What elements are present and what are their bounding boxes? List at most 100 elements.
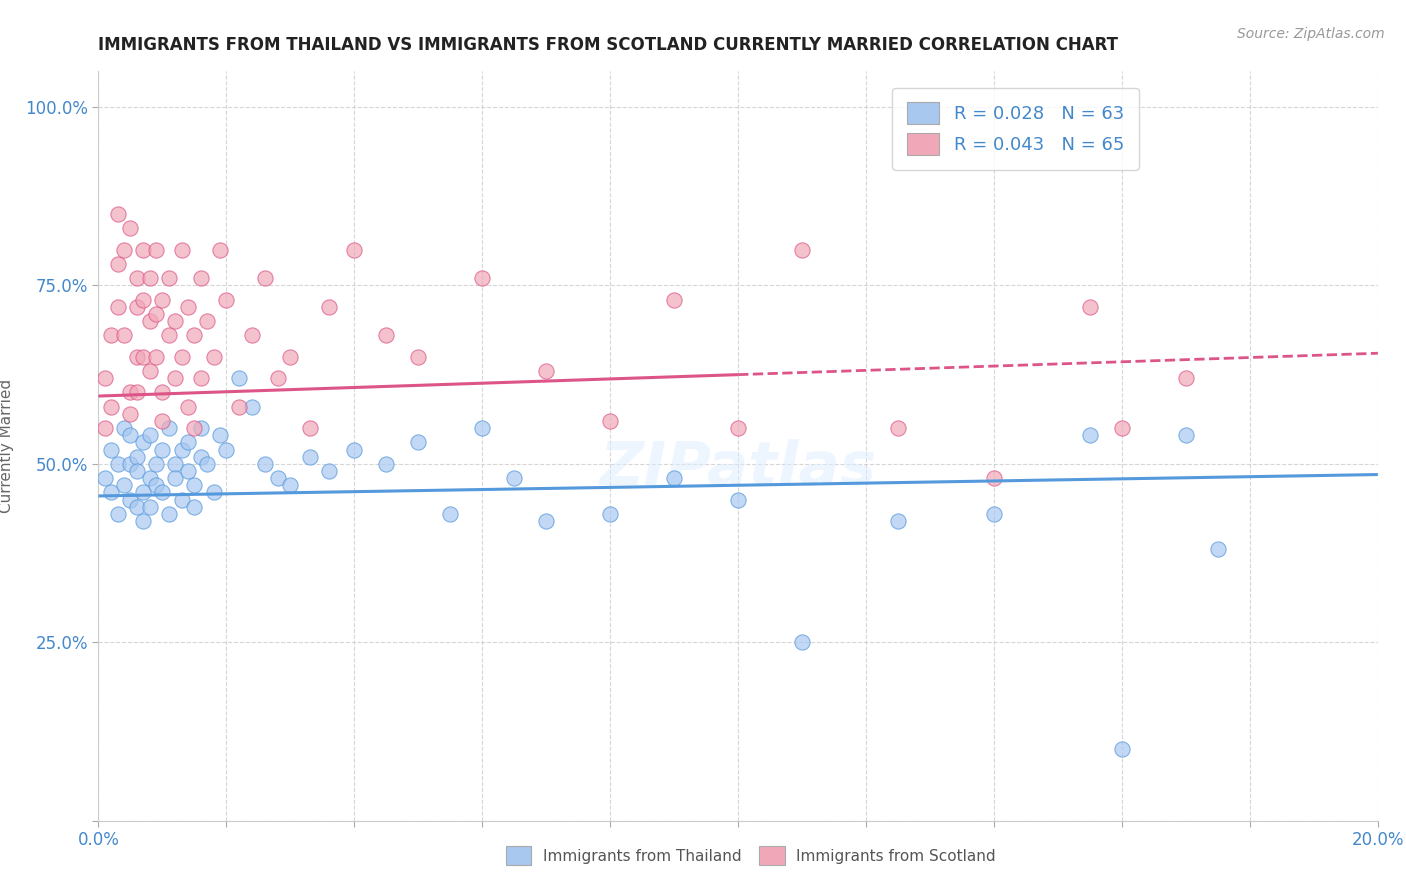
Point — [298, 421, 321, 435]
Point — [215, 442, 238, 457]
Point — [1175, 428, 1198, 442]
Point — [190, 271, 212, 285]
Text: ZIPatlas: ZIPatlas — [599, 439, 877, 498]
Point — [534, 514, 557, 528]
Point — [190, 371, 212, 385]
Point — [138, 364, 160, 378]
Point — [132, 435, 155, 450]
Point — [177, 435, 200, 450]
Point — [152, 485, 174, 500]
Point — [107, 300, 129, 314]
Point — [471, 421, 494, 435]
Text: IMMIGRANTS FROM THAILAND VS IMMIGRANTS FROM SCOTLAND CURRENTLY MARRIED CORRELATI: IMMIGRANTS FROM THAILAND VS IMMIGRANTS F… — [98, 36, 1118, 54]
Point — [125, 464, 148, 478]
Point — [145, 478, 167, 492]
Point — [408, 435, 430, 450]
Point — [1206, 542, 1229, 557]
Point — [983, 471, 1005, 485]
Point — [318, 300, 340, 314]
Point — [599, 414, 621, 428]
Point — [132, 514, 155, 528]
Point — [1111, 421, 1133, 435]
Point — [100, 485, 122, 500]
Point — [599, 507, 621, 521]
Point — [195, 314, 218, 328]
Point — [790, 243, 813, 257]
Point — [534, 364, 557, 378]
Point — [157, 328, 180, 343]
Point — [145, 457, 167, 471]
Point — [125, 300, 148, 314]
Point — [138, 271, 160, 285]
Point — [278, 478, 302, 492]
Point — [278, 350, 302, 364]
Point — [100, 328, 122, 343]
Point — [112, 328, 135, 343]
Point — [94, 371, 117, 385]
Point — [120, 407, 142, 421]
Point — [266, 371, 288, 385]
Point — [1078, 300, 1101, 314]
Point — [157, 421, 180, 435]
Point — [94, 421, 117, 435]
Point — [107, 257, 129, 271]
Point — [887, 421, 910, 435]
Y-axis label: Currently Married: Currently Married — [0, 379, 14, 513]
Point — [125, 385, 148, 400]
Point — [145, 243, 167, 257]
Point — [120, 428, 142, 442]
Point — [125, 500, 148, 514]
Point — [107, 507, 129, 521]
Point — [157, 507, 180, 521]
Point — [727, 421, 749, 435]
Point — [228, 371, 250, 385]
Point — [125, 450, 148, 464]
Point — [240, 400, 263, 414]
Point — [132, 293, 155, 307]
Point — [120, 492, 142, 507]
Text: Immigrants from Thailand: Immigrants from Thailand — [543, 849, 741, 863]
Point — [1111, 742, 1133, 756]
Point — [183, 421, 205, 435]
Point — [120, 457, 142, 471]
Point — [253, 271, 276, 285]
Point — [183, 500, 205, 514]
Point — [790, 635, 813, 649]
Point — [100, 400, 122, 414]
Point — [165, 471, 187, 485]
Text: Immigrants from Scotland: Immigrants from Scotland — [796, 849, 995, 863]
Point — [125, 350, 148, 364]
Point — [1078, 428, 1101, 442]
Point — [343, 243, 366, 257]
Point — [112, 243, 135, 257]
Point — [343, 442, 366, 457]
Point — [165, 371, 187, 385]
Point — [318, 464, 340, 478]
Point — [1175, 371, 1198, 385]
Point — [170, 442, 193, 457]
Point — [112, 421, 135, 435]
Point — [112, 478, 135, 492]
Point — [107, 207, 129, 221]
Point — [887, 514, 910, 528]
Point — [503, 471, 526, 485]
Point — [152, 385, 174, 400]
Legend: R = 0.028   N = 63, R = 0.043   N = 65: R = 0.028 N = 63, R = 0.043 N = 65 — [893, 88, 1139, 169]
Point — [138, 428, 160, 442]
Point — [157, 271, 180, 285]
Point — [177, 400, 200, 414]
Point — [375, 328, 398, 343]
Point — [132, 350, 155, 364]
Point — [138, 314, 160, 328]
Point — [170, 350, 193, 364]
Point — [152, 414, 174, 428]
Point — [298, 450, 321, 464]
Point — [165, 314, 187, 328]
Point — [471, 271, 494, 285]
Point — [152, 293, 174, 307]
Point — [195, 457, 218, 471]
Point — [177, 300, 200, 314]
Point — [138, 471, 160, 485]
Point — [208, 428, 231, 442]
Point — [190, 421, 212, 435]
